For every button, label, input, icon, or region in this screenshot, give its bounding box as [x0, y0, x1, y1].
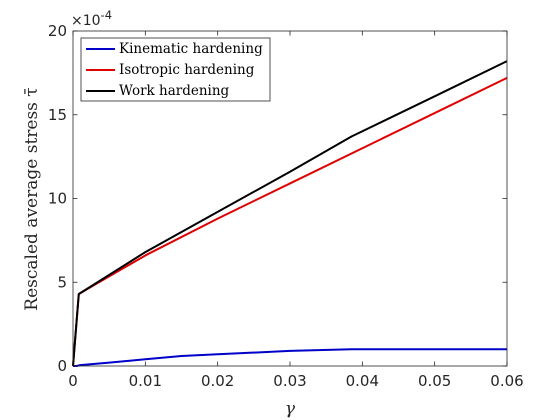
x-tick-label: 0.02: [201, 372, 234, 390]
x-axis-label: γ: [285, 399, 296, 419]
ticks-layer: 0 0.01 0.02 0.03 0.04 0.05 0.06 0 5 10 15 20: [48, 22, 524, 390]
y-tick-label: 15: [48, 106, 67, 124]
x-tick-label: 0.04: [346, 372, 379, 390]
x-tick-label: 0.05: [418, 372, 451, 390]
legend-label-kinematic: Kinematic hardening: [119, 41, 263, 57]
y-exponent-base: ×10: [71, 13, 101, 29]
legend-label-isotropic: Isotropic hardening: [119, 62, 255, 78]
y-tick-label: 10: [48, 190, 67, 208]
series-line-0: [73, 348, 507, 367]
y-axis-label: Rescaled average stress τ̄: [22, 87, 42, 310]
y-exponent-label: ×10-4: [71, 8, 112, 29]
x-tick-label: 0.03: [273, 372, 306, 390]
legend: Kinematic hardening Isotropic hardening …: [80, 37, 271, 102]
x-tick-label: 0.06: [490, 372, 523, 390]
x-tick-label: 0.01: [129, 372, 162, 390]
series-layer: [72, 60, 508, 367]
x-tick-label: 0: [68, 372, 78, 390]
y-tick-label: 20: [48, 22, 67, 40]
y-tick-label: 5: [57, 273, 67, 291]
legend-label-work: Work hardening: [119, 83, 230, 99]
y-exponent-power: -4: [101, 8, 112, 22]
series-line-2: [72, 60, 508, 367]
y-tick-label: 0: [57, 357, 67, 375]
